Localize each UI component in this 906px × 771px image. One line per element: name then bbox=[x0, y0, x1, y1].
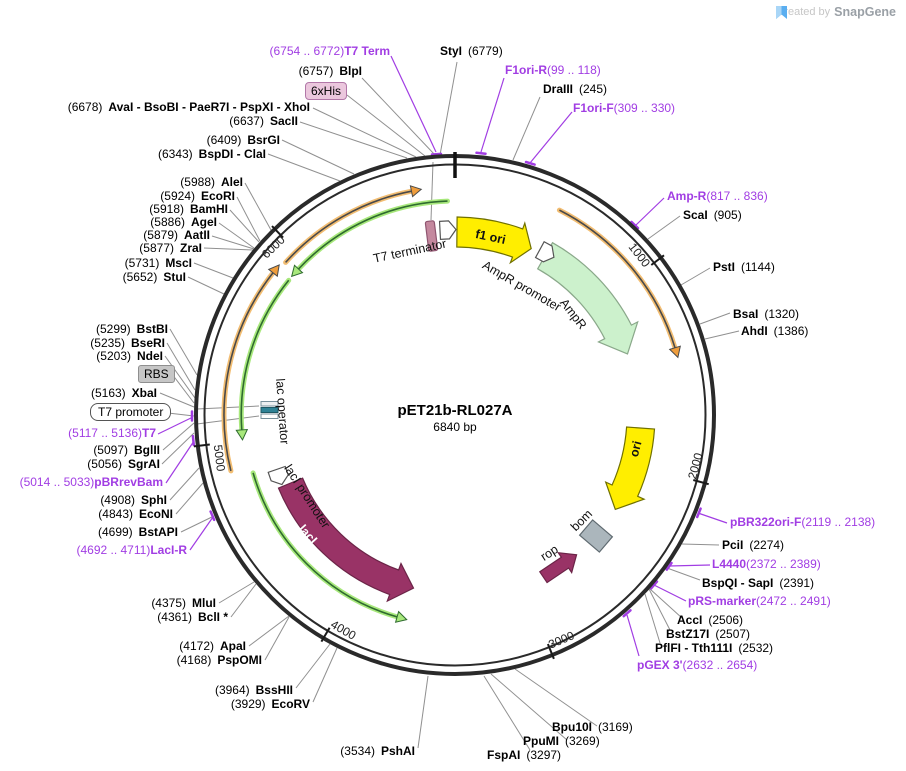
site-label-styi[interactable]: StyI (6779) bbox=[440, 44, 503, 58]
site-label-pspomi[interactable]: (4168) PspOMI bbox=[176, 653, 262, 667]
watermark-created-by: Created by bbox=[776, 6, 831, 18]
primer-label-f1ori-r[interactable]: F1ori-R(99 .. 118) bbox=[505, 63, 601, 77]
site-label-mlui[interactable]: (4375) MluI bbox=[151, 596, 216, 610]
callout-leader-lines bbox=[159, 61, 740, 751]
site-label-stui[interactable]: (5652) StuI bbox=[122, 270, 186, 284]
scale-ticks bbox=[193, 225, 709, 660]
primer-label-t7-term[interactable]: (6754 .. 6772)T7 Term bbox=[269, 44, 390, 58]
site-label-fspai[interactable]: FspAI (3297) bbox=[487, 748, 562, 762]
site-label-bstbi[interactable]: (5299) BstBI bbox=[95, 322, 168, 336]
primer-label-pbrrevbam[interactable]: (5014 .. 5033)pBRrevBam bbox=[19, 475, 163, 489]
ampr-arrow[interactable] bbox=[536, 241, 639, 355]
site-label-bstz17i[interactable]: BstZ17I (2507) bbox=[666, 627, 751, 641]
site-label-xbai[interactable]: (5163) XbaI bbox=[90, 386, 157, 400]
primer-label-laci-r[interactable]: (4692 .. 4711)LacI-R bbox=[76, 543, 187, 557]
watermark-brand: SnapGene bbox=[834, 5, 896, 19]
rbs-badge[interactable]: RBS bbox=[138, 365, 175, 383]
site-label-agei[interactable]: (5886) AgeI bbox=[150, 215, 217, 229]
t7-promoter-badge[interactable]: T7 promoter bbox=[90, 403, 172, 421]
f1-ori-arrow[interactable] bbox=[456, 216, 532, 265]
site-label-bspqi-sapi[interactable]: BspQI - SapI (2391) bbox=[702, 576, 815, 590]
bom-box[interactable] bbox=[578, 519, 614, 553]
site-label-ecori[interactable]: (5924) EcoRI bbox=[160, 189, 235, 203]
site-label-sphi[interactable]: (4908) SphI bbox=[100, 493, 167, 507]
ori-arrow[interactable] bbox=[604, 426, 656, 511]
laci-promoter-arrow[interactable] bbox=[267, 465, 290, 487]
site-label-bpu10i[interactable]: Bpu10I (3169) bbox=[552, 720, 633, 734]
promoter-arrow-icon[interactable] bbox=[438, 220, 457, 240]
lac-operator-glyph[interactable] bbox=[260, 401, 279, 419]
site-label-sacii[interactable]: (6637) SacII bbox=[229, 114, 298, 128]
site-label-pshai[interactable]: (3534) PshAI bbox=[340, 744, 415, 758]
plasmid-size: 6840 bp bbox=[433, 420, 477, 434]
site-label-bamhi[interactable]: (5918) BamHI bbox=[149, 202, 228, 216]
site-label-msci[interactable]: (5731) MscI bbox=[124, 256, 192, 270]
snapgene-logo-icon bbox=[776, 6, 788, 19]
site-label-bspdi-clai[interactable]: (6343) BspDI - ClaI bbox=[157, 147, 266, 161]
primer-label-pbr322ori-f[interactable]: pBR322ori-F(2119 .. 2138) bbox=[730, 515, 876, 529]
site-label-bcli[interactable]: (4361) BclI * bbox=[157, 610, 228, 624]
primer-label-f1ori-f[interactable]: F1ori-F(309 .. 330) bbox=[573, 101, 676, 115]
site-label-bsrgi[interactable]: (6409) BsrGI bbox=[206, 133, 280, 147]
site-label-bstapi[interactable]: (4699) BstAPI bbox=[97, 525, 178, 539]
site-label-ahdi[interactable]: AhdI (1386) bbox=[741, 324, 809, 338]
rop-arrow[interactable] bbox=[537, 545, 584, 587]
site-label-bsai[interactable]: BsaI (1320) bbox=[733, 307, 800, 321]
t7-terminator-box[interactable] bbox=[424, 220, 439, 252]
site-label-ppumi[interactable]: PpuMI (3269) bbox=[523, 734, 600, 748]
site-label-alei[interactable]: (5988) AleI bbox=[180, 175, 243, 189]
his-tag-badge[interactable]: 6xHis bbox=[305, 82, 348, 100]
site-label-bsshii[interactable]: (3964) BssHII bbox=[214, 683, 293, 697]
site-label-blpi[interactable]: (6757) BlpI bbox=[298, 64, 362, 78]
site-label-ecorv[interactable]: (3929) EcoRV bbox=[230, 697, 310, 711]
site-label-apai[interactable]: (4172) ApaI bbox=[179, 639, 246, 653]
site-label-bseri[interactable]: (5235) BseRI bbox=[90, 336, 165, 350]
site-label-draiii[interactable]: DraIII (245) bbox=[543, 82, 608, 96]
primer-label-t7[interactable]: (5117 .. 5136)T7 bbox=[68, 426, 156, 440]
orf-arcs-orange bbox=[221, 185, 681, 474]
site-label-acci[interactable]: AccI (2506) bbox=[677, 613, 744, 627]
primer-label-l4440[interactable]: L4440(2372 .. 2389) bbox=[712, 557, 821, 571]
primer-leader-lines bbox=[157, 55, 728, 657]
site-label-zrai[interactable]: (5877) ZraI bbox=[139, 241, 202, 255]
site-label-pflfi-tth111i[interactable]: PflFI - Tth111I (2532) bbox=[655, 641, 774, 655]
site-label-sgrai[interactable]: (5056) SgrAI bbox=[87, 457, 160, 471]
site-label-scai[interactable]: ScaI (905) bbox=[683, 208, 742, 222]
ampr-promoter-arrow[interactable] bbox=[534, 240, 559, 265]
watermark: Created by SnapGene bbox=[776, 5, 896, 19]
primer-tick-marks bbox=[190, 151, 702, 618]
site-label-psti[interactable]: PstI (1144) bbox=[713, 260, 775, 274]
site-label-avai-group[interactable]: (6678) AvaI - BsoBI - PaeR7I - PspXI - Xh… bbox=[67, 100, 310, 114]
site-label-aatii[interactable]: (5879) AatII bbox=[143, 228, 210, 242]
site-label-econi[interactable]: (4843) EcoNI bbox=[98, 507, 173, 521]
primer-label-pgex-3[interactable]: pGEX 3'(2632 .. 2654) bbox=[637, 658, 758, 672]
plasmid-title: pET21b-RL027A bbox=[397, 402, 513, 419]
site-label-ndei[interactable]: (5203) NdeI bbox=[96, 349, 163, 363]
laci-arrow[interactable] bbox=[277, 477, 415, 603]
primer-label-amp-r[interactable]: Amp-R(817 .. 836) bbox=[667, 189, 768, 203]
orf-arcs-green bbox=[235, 198, 450, 623]
primer-label-prs-marker[interactable]: pRS-marker(2472 .. 2491) bbox=[688, 594, 831, 608]
site-label-pcii[interactable]: PciI (2274) bbox=[722, 538, 785, 552]
site-label-bglii[interactable]: (5097) BglII bbox=[93, 443, 160, 457]
